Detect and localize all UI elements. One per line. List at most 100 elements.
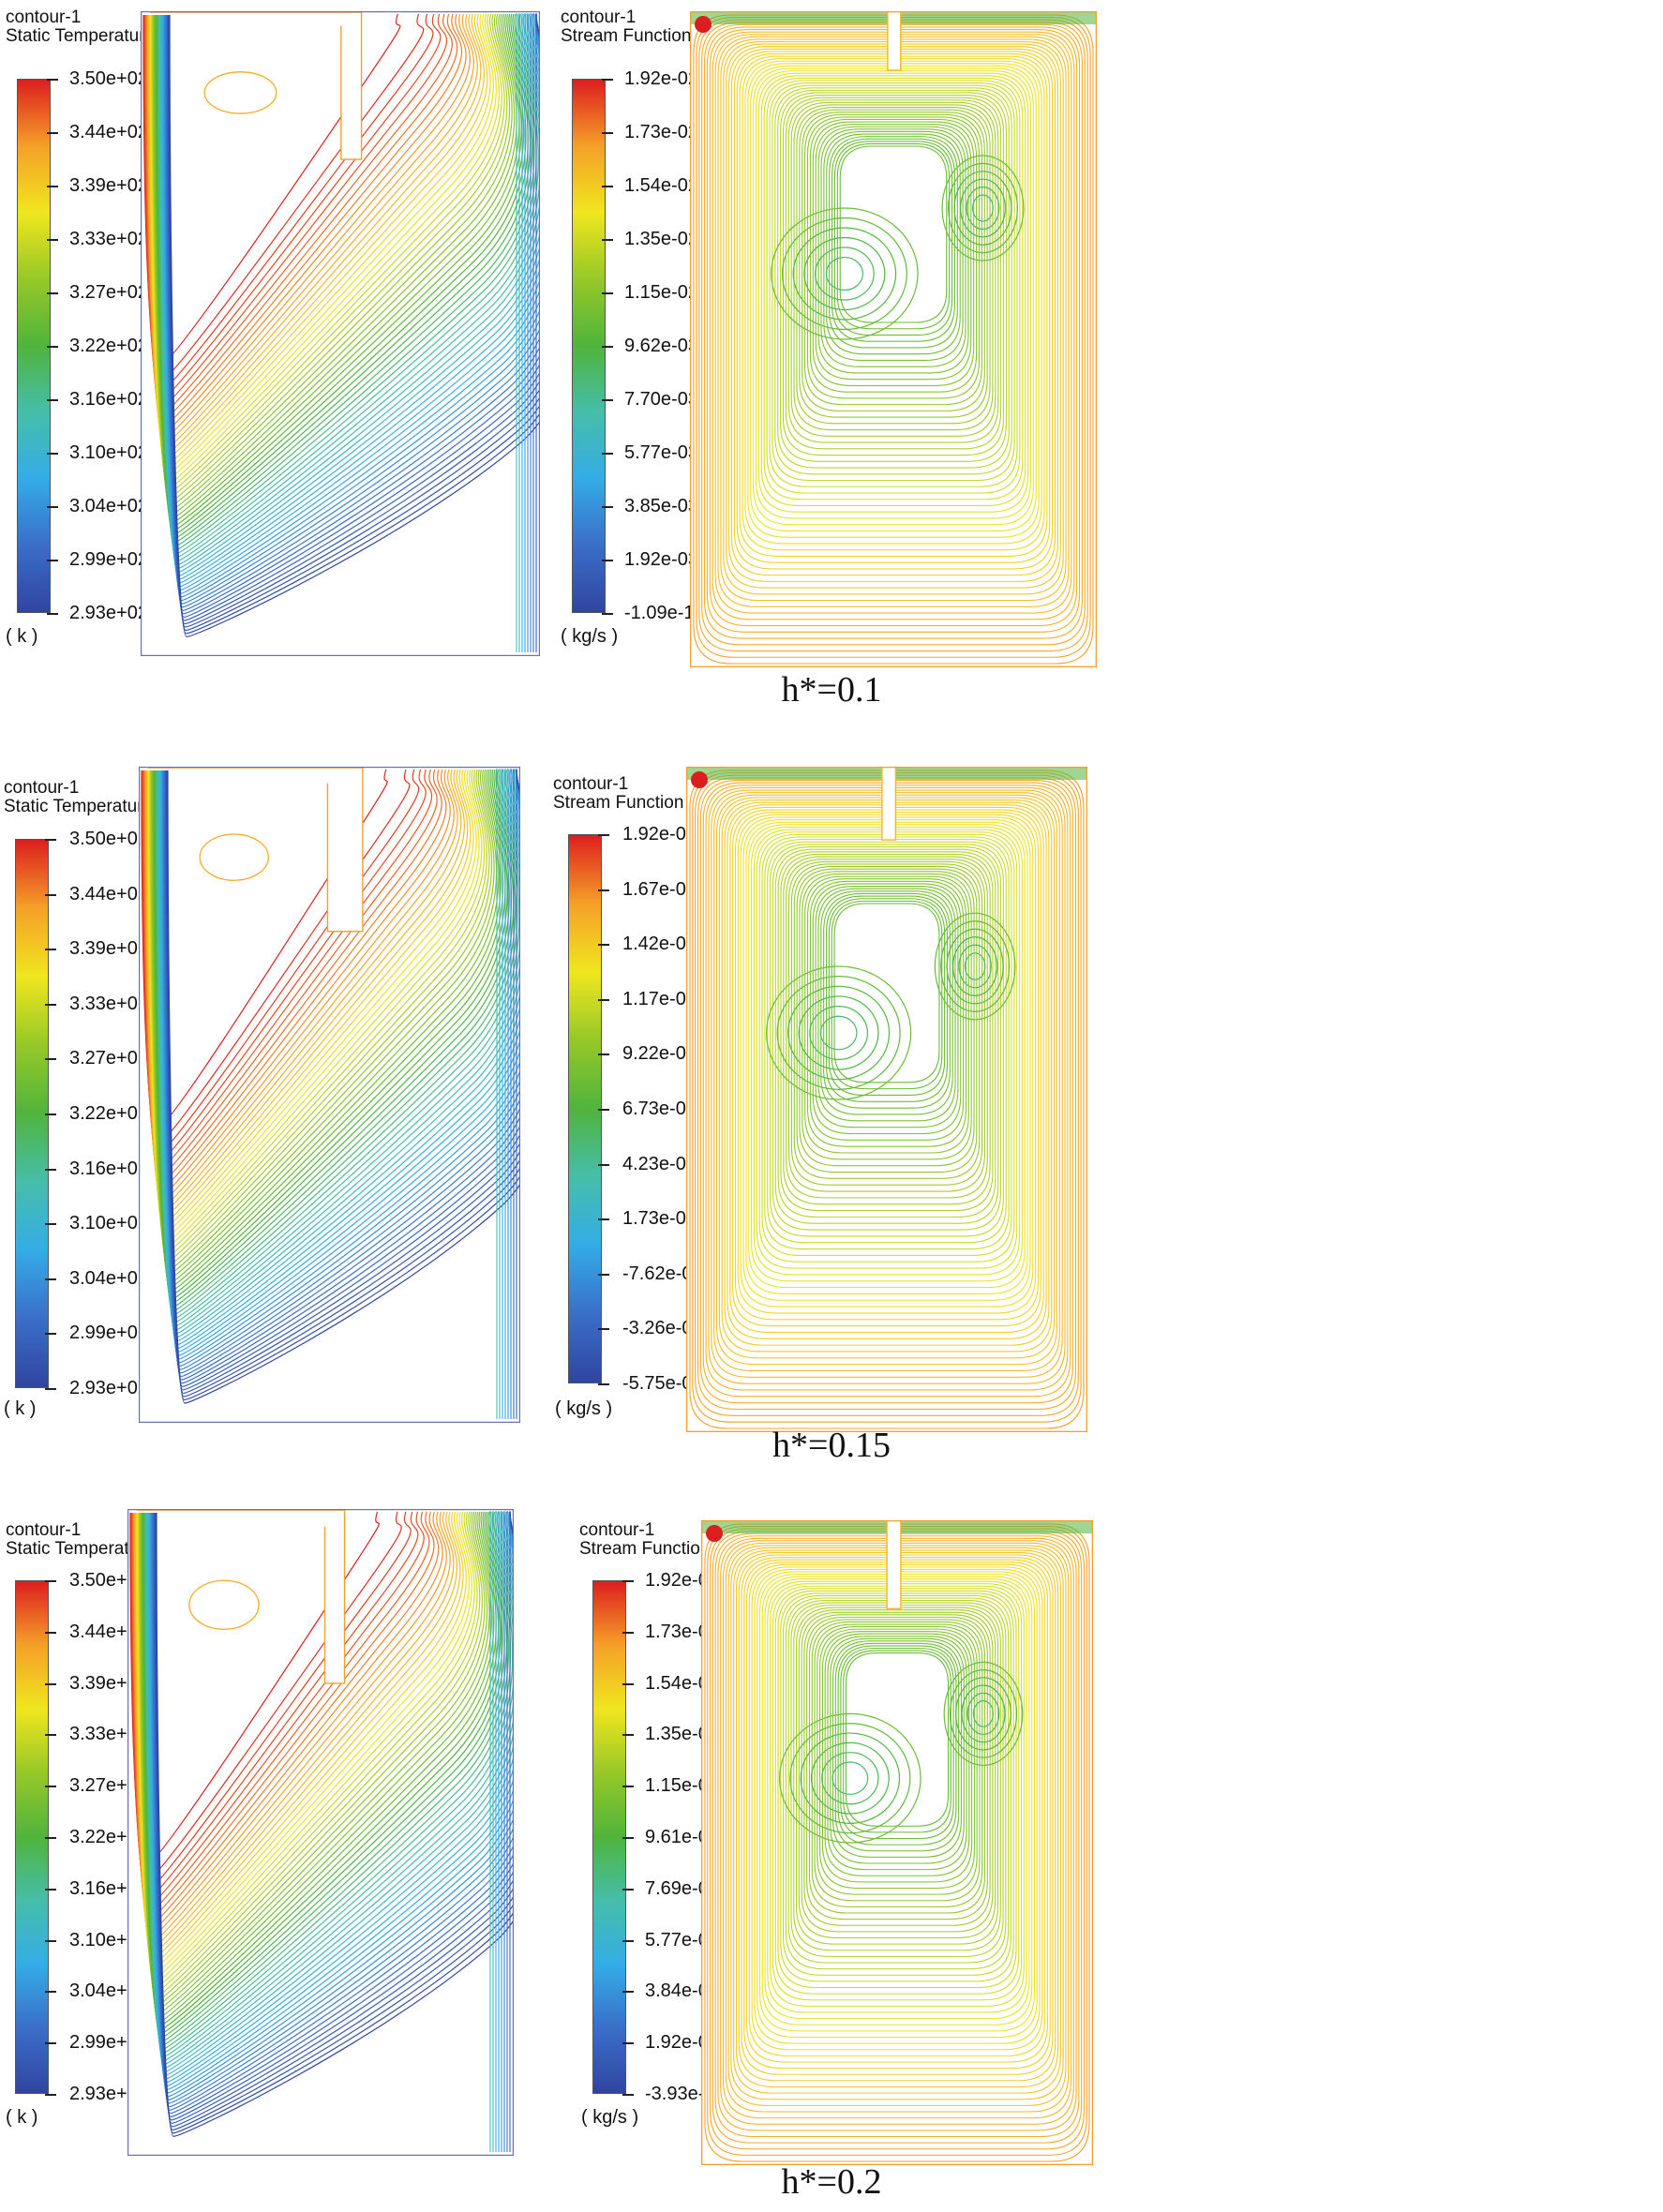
colorbar-tick-label: 3.22e+02: [69, 1103, 148, 1124]
recirculation-cell: [961, 1684, 1006, 1743]
colorbar-tick-label: 1.17e-02: [622, 988, 697, 1009]
streamline: [755, 70, 1032, 519]
streamline: [814, 1623, 981, 1902]
cavity-boundary: [686, 767, 1087, 1432]
colorbar-tick: [45, 1168, 56, 1171]
recirculation-cell: [798, 995, 879, 1070]
temperature-legend-name: contour-1: [4, 778, 80, 798]
streamline: [708, 786, 1066, 1384]
colorbar-tick-label: 3.33e+02: [69, 229, 148, 249]
colorbar-tick-label: 9.61e-03: [645, 1827, 719, 1847]
recirculation-cell: [819, 1015, 858, 1051]
streamline: [821, 1631, 973, 1883]
colorbar-tick-label: 3.10e+02: [69, 442, 148, 463]
isotherm-line: [143, 13, 442, 400]
streamline: [772, 845, 1002, 1231]
hot-corner: [695, 16, 712, 33]
colorbar-tick-label: 5.77e-03: [645, 1929, 719, 1950]
colorbar-tick-label: 6.73e-03: [622, 1099, 697, 1119]
colorbar-tick: [598, 1273, 609, 1276]
colorbar-tick: [622, 2094, 634, 2096]
colorbar-tick: [47, 239, 58, 241]
colorbar-tick-label: 7.69e-03: [645, 1877, 719, 1899]
recirculation-cell: [960, 178, 1006, 238]
streamline: [715, 794, 1058, 1366]
case-caption: h*=0.2: [781, 2162, 882, 2202]
colorbar-tick: [622, 1631, 634, 1634]
recirculation-cell: [821, 1752, 879, 1805]
streamline: [723, 40, 1064, 595]
colorbar-tick: [602, 399, 613, 401]
colorbar-tick: [622, 1734, 634, 1737]
colorbar-tick-label: 3.44e+02: [69, 883, 148, 904]
stream-legend-name: contour-1: [553, 774, 629, 794]
colorbar-tick-label: -5.75e-03: [622, 1373, 703, 1394]
stream-function-contours: [701, 1520, 1093, 2165]
streamline: [722, 1540, 1072, 2119]
streamline: [796, 106, 991, 425]
streamline: [711, 789, 1063, 1378]
recirculation-cell: [809, 1006, 869, 1061]
streamline: [712, 31, 1075, 620]
isotherm-line: [141, 769, 411, 1144]
streamline: [834, 1642, 960, 1852]
streamline: [717, 36, 1070, 607]
colorbar-tick-label: 3.84e-03: [645, 1980, 719, 2002]
colorbar-tick: [45, 1939, 56, 1942]
colorbar-tick: [45, 1388, 56, 1390]
recirculation-cell: [955, 1677, 1011, 1751]
streamline: [777, 851, 996, 1218]
colorbar-tick-label: 1.73e-02: [645, 1621, 719, 1642]
colorbar-tick-label: 3.50e+02: [69, 68, 148, 89]
streamline: [736, 52, 1051, 563]
streamline: [761, 1576, 1033, 2025]
streamline: [698, 19, 1088, 652]
colorbar-tick-label: 3.33e+02: [69, 993, 148, 1014]
streamline: [696, 17, 1091, 658]
heater-block-outline: [148, 767, 364, 933]
recirculation-cell: [815, 247, 875, 301]
streamline: [699, 779, 1074, 1404]
colorbar-tick: [45, 893, 56, 896]
colorbar: [17, 79, 51, 613]
streamline: [751, 1566, 1043, 2051]
streamline: [761, 836, 1012, 1256]
streamline: [827, 1636, 967, 1871]
streamline: [714, 34, 1072, 614]
streamline: [823, 892, 951, 1109]
streamline: [737, 814, 1037, 1314]
unit-label: ( k ): [6, 626, 38, 647]
streamline: [806, 1616, 988, 1921]
colorbar-tick: [622, 1786, 634, 1788]
streamline: [839, 145, 948, 323]
streamline: [774, 848, 999, 1224]
temperature-contour-plot: [127, 1509, 514, 2156]
streamline: [809, 880, 965, 1141]
isotherm-line: [141, 1511, 495, 2019]
streamline: [787, 1599, 1007, 1964]
unit-label: ( kg/s ): [555, 1398, 613, 1419]
streamline: [843, 1650, 951, 1833]
colorbar-tick: [598, 1109, 609, 1111]
recirculation-cell: [953, 171, 1012, 246]
streamline: [695, 774, 1079, 1416]
cavity-boundary: [690, 11, 1097, 667]
recirculation-cell: [810, 1741, 890, 1815]
colorbar-tick-label: 3.50e+02: [69, 829, 148, 849]
streamline: [803, 1614, 991, 1926]
streamline: [734, 812, 1040, 1321]
streamline: [754, 1568, 1041, 2044]
streamline: [724, 801, 1050, 1346]
temperature-legend-title: Static Temperature: [4, 797, 154, 816]
streamline: [780, 853, 994, 1212]
streamline: [767, 841, 1007, 1244]
streamline: [828, 898, 946, 1097]
streamline: [812, 883, 962, 1135]
colorbar-tick: [45, 1278, 56, 1280]
streamline: [701, 22, 1086, 646]
streamline: [725, 1542, 1070, 2113]
streamline: [746, 1562, 1048, 2063]
streamline: [705, 785, 1069, 1391]
colorbar-tick-label: 1.54e-02: [624, 175, 698, 196]
colorbar-tick-label: 2.99e+02: [69, 549, 148, 570]
